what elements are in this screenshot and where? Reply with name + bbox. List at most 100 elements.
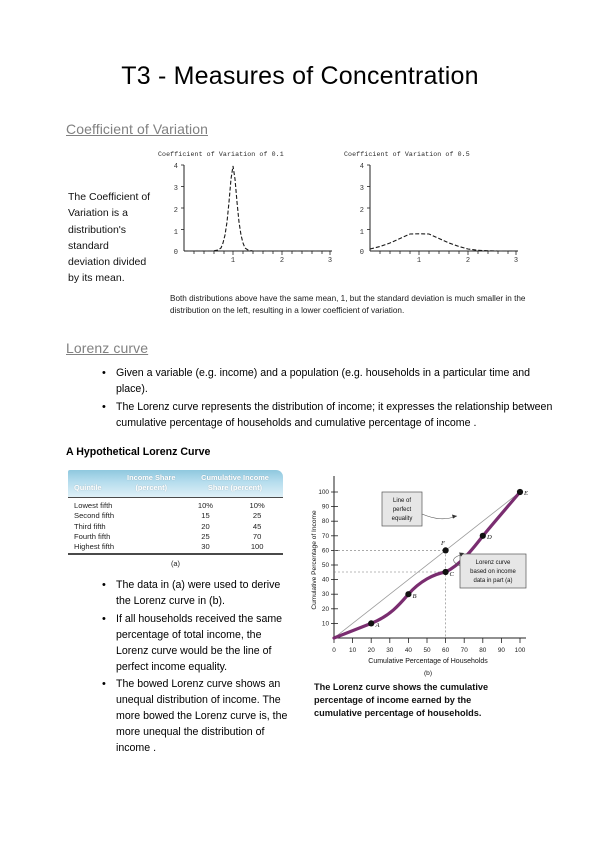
svg-text:30: 30 [322,591,330,598]
cell-quintile: Fourth fifth [74,531,111,541]
table-row: Lowest fifth 10% 10% [68,498,283,511]
svg-text:D: D [486,534,492,541]
column-header-income-share-line2: (percent) [135,482,168,492]
lorenz-figure-row: Quintile Income Share (percent) Cumulati… [40,469,560,759]
cell-cumulative: 70 [252,531,262,541]
lorenz-lower-bullets: The data in (a) were used to derive the … [40,577,292,757]
distribution-charts: Coefficient of Variation of 0.1 4 3 2 1 … [152,151,560,267]
svg-text:4: 4 [360,163,364,171]
section-heading-lorenz-curve: Lorenz curve [66,340,149,356]
lorenz-x-axis-label: Cumulative Percentage of Households [368,658,488,665]
cell-quintile: Second fifth [74,511,115,521]
svg-text:20: 20 [368,647,376,654]
svg-text:3: 3 [360,185,364,193]
lorenz-data-points [368,488,524,627]
cell-cumulative: 25 [252,511,262,521]
svg-text:50: 50 [423,647,431,654]
chart-cv-0-1-title: Coefficient of Variation of 0.1 [158,151,284,158]
cell-share: 15 [201,511,210,521]
svg-text:100: 100 [318,489,329,496]
svg-text:perfect: perfect [393,507,412,513]
svg-text:70: 70 [322,532,330,539]
lorenz-annotation: Lorenz curve based on income data in par… [453,552,527,588]
svg-text:0: 0 [360,249,364,257]
list-item: The bowed Lorenz curve shows an unequal … [102,676,292,756]
chart-cv-0-5-title: Coefficient of Variation of 0.5 [344,151,470,158]
table-row: Second fifth 15 25 [68,511,283,521]
cell-share: 20 [201,521,210,531]
svg-text:C: C [450,571,455,578]
page-title: T3 - Measures of Concentration [121,62,479,90]
list-item: The data in (a) were used to derive the … [102,577,292,610]
coefficient-caption: Both distributions above have the same m… [170,293,526,316]
lorenz-curve-chart: 100 90 80 70 60 50 40 30 20 10 [311,475,529,677]
table-row: Fourth fifth 25 70 [68,531,283,541]
svg-text:data in part (a): data in part (a) [473,578,512,584]
cell-share: 30 [201,541,210,551]
svg-text:3: 3 [328,257,332,265]
svg-text:90: 90 [498,647,506,654]
cell-quintile: Third fifth [74,521,106,531]
table-rule-top [68,496,283,499]
coefficient-definition-text: The Coefficient of Variation is a distri… [68,191,151,285]
svg-text:4: 4 [174,163,178,171]
coefficient-of-variation-block: The Coefficient of Variation is a distri… [40,151,560,287]
svg-text:70: 70 [461,647,469,654]
svg-text:0: 0 [332,647,336,654]
table-body: Lowest fifth 10% 10% Second fifth 15 25 … [68,498,283,551]
cell-quintile: Lowest fifth [74,501,113,511]
lorenz-right-column: 100 90 80 70 60 50 40 30 20 10 [292,470,532,721]
list-item: The Lorenz curve represents the distribu… [102,399,560,432]
cell-quintile: Highest fifth [74,541,115,551]
svg-text:2: 2 [360,207,364,215]
svg-text:equality: equality [392,516,413,522]
svg-text:2: 2 [174,207,178,215]
svg-text:based on income: based on income [470,569,516,575]
cell-cumulative: 45 [252,521,262,531]
section-heading-coefficient-of-variation: Coefficient of Variation [66,121,208,137]
svg-text:1: 1 [174,229,178,237]
column-header-cumulative-share: Cumulative Income Share (percent) [187,469,283,497]
lorenz-y-axis-label: Cumulative Percentage of Income [311,510,318,610]
lorenz-figure-caption: The Lorenz curve shows the cumulative pe… [314,681,489,719]
svg-text:A: A [375,622,381,629]
svg-text:40: 40 [322,576,330,583]
svg-text:60: 60 [322,547,330,554]
panel-label-a: (a) [170,559,181,569]
svg-text:F: F [440,540,446,547]
svg-text:E: E [523,490,528,497]
chart-cv-0-1: Coefficient of Variation of 0.1 4 3 2 1 … [158,151,336,267]
svg-text:2: 2 [466,257,470,265]
equality-annotation: Line of perfect equality [381,491,458,526]
column-header-income-share-line1: Income Share [127,472,176,482]
column-header-cumulative-share-line2: Share (percent) [207,482,263,492]
svg-text:50: 50 [322,562,330,569]
svg-text:20: 20 [322,605,330,612]
quintile-table: Quintile Income Share (percent) Cumulati… [68,469,283,497]
cell-share: 10% [197,501,214,511]
svg-text:3: 3 [174,185,178,193]
svg-text:1: 1 [231,257,235,265]
svg-text:Line of: Line of [393,498,411,504]
svg-text:3: 3 [514,257,518,265]
chart-cv-0-5: Coefficient of Variation of 0.5 4 3 2 1 … [344,151,522,267]
svg-text:0: 0 [174,249,178,257]
cell-cumulative: 10% [249,501,265,511]
chart-cv-0-5-plot: 4 3 2 1 0 1 2 3 [360,163,518,265]
table-row: Third fifth 20 45 [68,521,283,531]
table-row: Highest fifth 30 100 [68,541,283,551]
svg-text:2: 2 [280,257,284,265]
svg-text:30: 30 [386,647,394,654]
svg-text:1: 1 [417,257,421,265]
svg-text:60: 60 [442,647,450,654]
svg-text:B: B [413,593,417,600]
column-header-cumulative-share-line1: Cumulative Income [201,472,269,482]
svg-text:80: 80 [479,647,487,654]
svg-text:90: 90 [322,503,330,510]
chart-cv-0-1-plot: 4 3 2 1 0 1 2 3 [174,163,332,265]
table-header-row: Quintile Income Share (percent) Cumulati… [68,469,283,497]
table-header: Quintile Income Share (percent) Cumulati… [68,469,283,497]
lorenz-point-labels: A B C D E F [375,490,529,629]
quintile-table-wrap: Quintile Income Share (percent) Cumulati… [68,469,283,569]
